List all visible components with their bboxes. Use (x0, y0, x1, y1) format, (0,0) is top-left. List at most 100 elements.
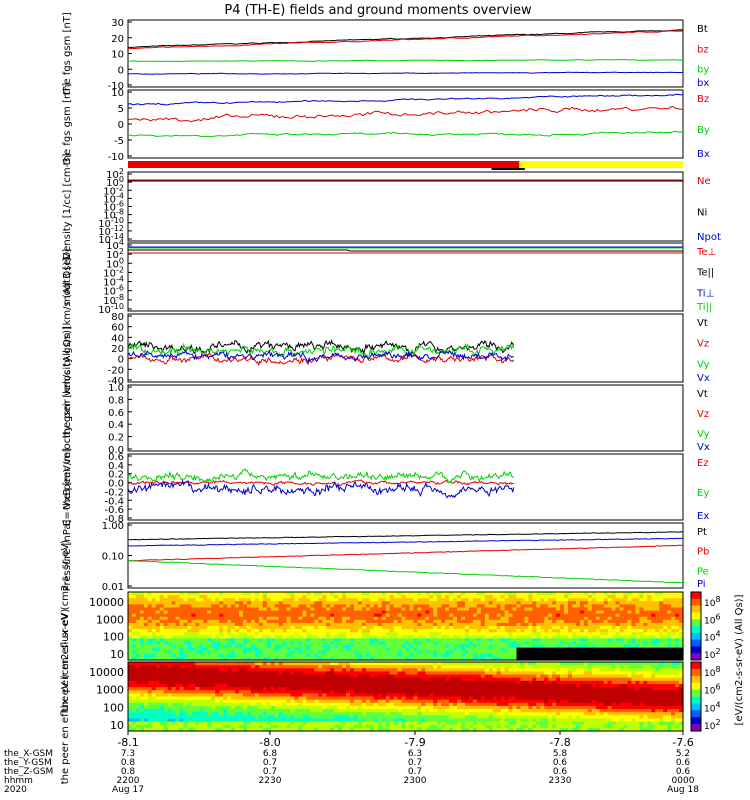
spectrogram-cell (377, 644, 383, 649)
spectrogram-cell (365, 619, 371, 624)
spectrogram-cell (377, 604, 383, 609)
spectrogram-cell (326, 653, 331, 658)
spectrogram-cell (242, 641, 248, 646)
spectrogram-cell (631, 635, 637, 639)
spectrogram-cell (413, 724, 418, 729)
spectrogram-cell (429, 601, 434, 605)
spectrogram-cell (227, 702, 232, 707)
spectrogram-cell (397, 598, 403, 602)
spectrogram-cell (242, 638, 248, 643)
spectrogram-cell (131, 616, 137, 621)
spectrogram-cell (675, 638, 680, 643)
spectrogram-cell (159, 727, 165, 732)
spectrogram-cell (373, 638, 379, 643)
spectrogram-cell (286, 721, 292, 726)
spectrogram-cell (227, 595, 232, 599)
spectrogram-cell (591, 598, 597, 602)
spectrogram-cell (528, 629, 533, 633)
spectrogram-cell (219, 638, 224, 643)
spectrogram-cell (262, 622, 268, 627)
spectrogram-cell (587, 607, 593, 612)
spectrogram-cell (619, 613, 625, 618)
spectrogram-cell (385, 619, 391, 624)
spectrogram-cell (131, 632, 137, 636)
spectrogram-cell (143, 709, 149, 713)
spectrogram-cell (338, 693, 343, 698)
spectrogram-cell (433, 638, 438, 643)
spectrogram-cell (191, 690, 196, 694)
spectrogram-cell (361, 638, 367, 643)
spectrogram-cell (413, 662, 418, 666)
spectrogram-cell (326, 693, 331, 698)
spectrogram-cell (211, 680, 216, 685)
spectrogram-cell (405, 622, 411, 627)
spectrogram-cell (476, 619, 482, 624)
spectrogram-cell (258, 653, 264, 658)
spectrogram-cell (242, 687, 248, 691)
spectrogram-cell (171, 702, 177, 707)
spectrogram-cell (179, 629, 185, 633)
spectrogram-cell (492, 650, 498, 655)
spectrogram-cell (131, 629, 137, 633)
spectrogram-cell (651, 604, 656, 609)
spectrogram-cell (139, 690, 145, 694)
spectrogram-cell (282, 705, 288, 710)
spectrogram-cell (274, 693, 280, 698)
y-tick-label: 5 (118, 104, 124, 115)
spectrogram-cell (302, 683, 307, 688)
spectrogram-cell (262, 641, 268, 646)
spectrogram-cell (397, 696, 403, 701)
spectrogram-cell (338, 604, 343, 609)
spectrogram-cell (318, 607, 323, 612)
spectrogram-cell (147, 641, 153, 646)
spectrogram-cell (361, 712, 367, 716)
spectrogram-cell (346, 644, 351, 649)
spectrogram-cell (246, 721, 252, 726)
spectrogram-cell (195, 665, 200, 669)
spectrogram-cell (318, 696, 323, 701)
spectrogram-cell (603, 653, 609, 658)
spectrogram-cell (330, 632, 335, 636)
spectrogram-cell (365, 715, 371, 720)
spectrogram-cell (143, 632, 149, 636)
spectrogram-cell (179, 668, 185, 673)
spectrogram-cell (357, 610, 363, 615)
spectrogram-cell (619, 653, 625, 658)
spectrogram-cell (587, 613, 593, 618)
spectrogram-cell (405, 693, 411, 698)
spectrogram-cell (353, 610, 359, 615)
spectrogram-cell (139, 693, 145, 698)
spectrogram-cell (346, 683, 351, 688)
spectrogram-cell (199, 693, 204, 698)
spectrogram-cell (262, 721, 268, 726)
spectrogram-cell (591, 626, 597, 630)
spectrogram-cell (508, 592, 514, 596)
spectrogram-cell (235, 677, 240, 682)
spectrogram-cell (405, 635, 411, 639)
spectrogram-cell (330, 656, 335, 661)
spectrogram-cell (575, 592, 581, 596)
spectrogram-cell (401, 718, 407, 723)
spectrogram-cell (310, 622, 315, 627)
spectrogram-cell (294, 635, 300, 639)
spectrogram-cell (242, 665, 248, 669)
spectrogram-cell (350, 601, 355, 605)
spectrogram-cell (128, 677, 133, 682)
spectrogram-cell (560, 641, 565, 646)
spectrogram-cell (318, 687, 323, 691)
spectrogram-cell (480, 601, 486, 605)
spectrogram-cell (587, 641, 593, 646)
spectrogram-cell (235, 693, 240, 698)
spectrogram-cell (239, 724, 244, 729)
spectrogram-cell (179, 718, 185, 723)
spectrogram-cell (310, 683, 315, 688)
spectrogram-cell (508, 598, 514, 602)
spectrogram-cell (131, 690, 137, 694)
spectrogram-cell (457, 632, 462, 636)
spectrogram-cell (365, 595, 371, 599)
spectrogram-cell (643, 647, 648, 652)
spectrogram-cell (334, 702, 339, 707)
spectrogram-cell (254, 671, 260, 676)
spectrogram-cell (163, 677, 169, 682)
spectrogram-cell (215, 702, 220, 707)
